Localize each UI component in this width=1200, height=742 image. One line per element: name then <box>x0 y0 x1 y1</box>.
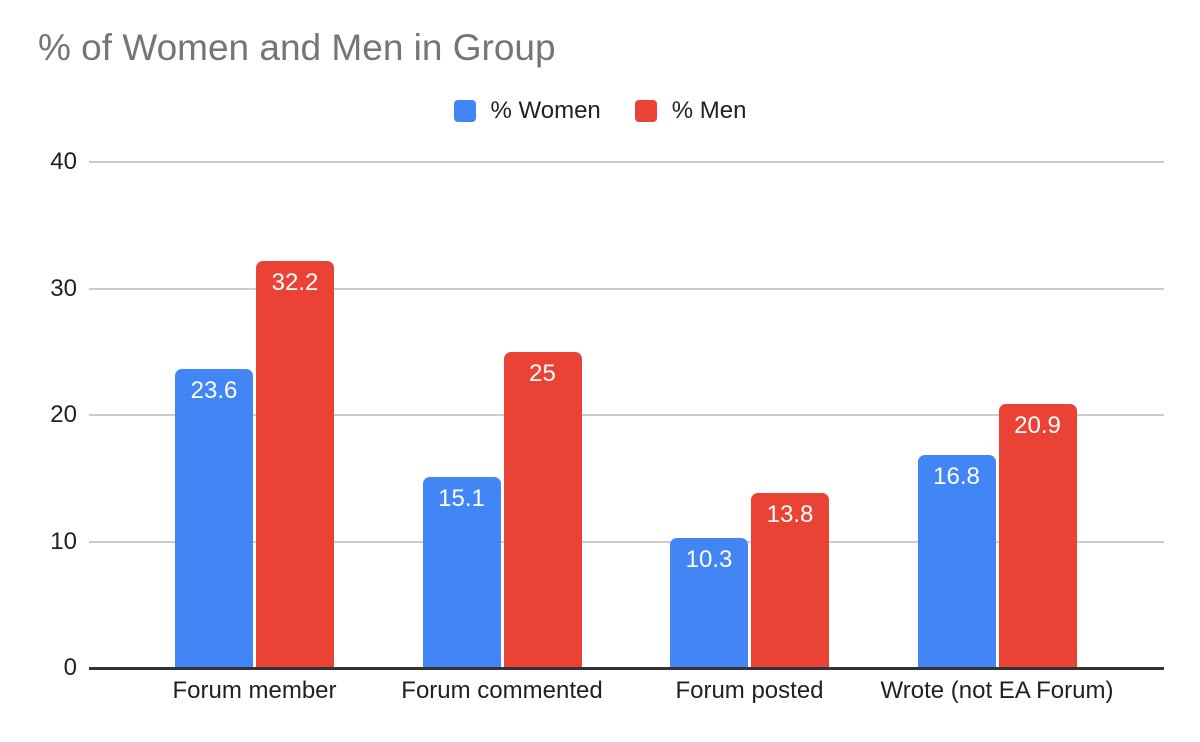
bar-segment: 13.8 <box>751 493 829 668</box>
y-tick-label: 40 <box>50 148 77 175</box>
y-tick-label: 30 <box>50 274 77 302</box>
legend-swatch-women-icon <box>453 100 476 122</box>
y-tick-label: 20 <box>50 401 77 428</box>
gridline <box>89 161 1164 163</box>
legend-label-women: % Women <box>490 97 601 124</box>
legend-label-men: % Men <box>671 97 747 124</box>
legend: % Women % Men <box>0 96 1200 126</box>
legend-item-men: % Men <box>634 97 747 125</box>
bar-value-label: 20.9 <box>1014 411 1061 439</box>
bar-segment: 15.1 <box>422 476 501 668</box>
legend-item-women: % Women <box>453 97 601 125</box>
bar-value-label: 13.8 <box>766 501 814 529</box>
category-label: Forum member <box>172 677 337 704</box>
gridline <box>89 287 1164 290</box>
bar-segment: 20.9 <box>998 403 1077 668</box>
category-label: Forum posted <box>675 677 824 704</box>
bar-value-label: 10.3 <box>685 545 733 573</box>
category-label: Forum commented <box>401 677 603 704</box>
bar-segment: 16.8 <box>917 455 996 668</box>
gridline <box>89 540 1164 543</box>
bar-value-label: 23.6 <box>190 377 238 405</box>
chart-title: % of Women and Men in Group <box>38 27 556 68</box>
bar-value-label: 32.2 <box>271 268 319 296</box>
bar-value-label: 25 <box>529 359 556 387</box>
category-label: Wrote (not EA Forum) <box>880 677 1114 704</box>
legend-swatch-men-icon <box>634 100 657 122</box>
x-axis-baseline <box>89 667 1164 670</box>
bar-segment: 10.3 <box>670 537 748 668</box>
bar-segment: 32.2 <box>256 260 334 668</box>
bar-value-label: 16.8 <box>933 463 980 491</box>
bar-segment: 25 <box>503 351 582 668</box>
bar-value-label: 15.1 <box>438 484 485 512</box>
bar-segment: 23.6 <box>175 369 253 668</box>
y-tick-label: 10 <box>50 527 77 555</box>
gridline <box>89 414 1164 416</box>
y-tick-label: 0 <box>63 654 77 681</box>
